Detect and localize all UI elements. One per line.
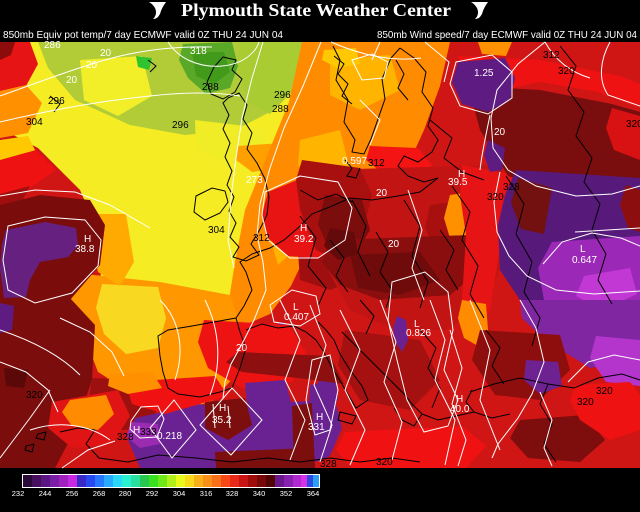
svg-text:320: 320 — [626, 119, 640, 130]
svg-text:35.2: 35.2 — [212, 415, 232, 426]
svg-text:292: 292 — [146, 489, 159, 498]
svg-text:340: 340 — [253, 489, 266, 498]
svg-text:L: L — [293, 302, 299, 313]
svg-text:20: 20 — [86, 60, 98, 71]
svg-text:0.826: 0.826 — [406, 328, 431, 339]
svg-text:331: 331 — [308, 422, 325, 433]
svg-text:20: 20 — [376, 188, 388, 199]
svg-text:0.407: 0.407 — [284, 312, 309, 323]
svg-text:0.597: 0.597 — [342, 156, 367, 167]
svg-text:256: 256 — [66, 489, 79, 498]
svg-text:316: 316 — [200, 489, 213, 498]
svg-text:312: 312 — [368, 158, 385, 169]
svg-text:L: L — [580, 244, 586, 255]
svg-text:38.8: 38.8 — [75, 244, 95, 255]
svg-text:364: 364 — [307, 489, 320, 498]
svg-text:312: 312 — [253, 233, 270, 244]
svg-text:H: H — [300, 223, 307, 234]
svg-text:320: 320 — [26, 390, 43, 401]
svg-text:312: 312 — [543, 50, 560, 61]
svg-text:320: 320 — [487, 192, 504, 203]
svg-text:280: 280 — [119, 489, 132, 498]
svg-text:244: 244 — [39, 489, 52, 498]
svg-text:H: H — [316, 412, 323, 423]
svg-text:318: 318 — [190, 46, 207, 57]
svg-text:L: L — [414, 319, 420, 330]
svg-text:0.218: 0.218 — [157, 431, 182, 442]
svg-text:328: 328 — [226, 489, 239, 498]
svg-text:320: 320 — [596, 386, 613, 397]
svg-text:304: 304 — [208, 225, 225, 236]
svg-text:268: 268 — [93, 489, 106, 498]
svg-text:H: H — [219, 403, 226, 414]
svg-text:333: 333 — [140, 427, 157, 438]
svg-text:20: 20 — [100, 48, 112, 59]
svg-text:288: 288 — [202, 82, 219, 93]
svg-text:40.0: 40.0 — [450, 404, 470, 415]
svg-text:320: 320 — [376, 457, 393, 468]
svg-text:1.25: 1.25 — [474, 68, 494, 79]
svg-text:20: 20 — [494, 127, 506, 138]
svg-text:304: 304 — [173, 489, 186, 498]
svg-text:352: 352 — [280, 489, 293, 498]
svg-text:320: 320 — [577, 397, 594, 408]
svg-text:288: 288 — [272, 104, 289, 115]
svg-text:328: 328 — [117, 432, 134, 443]
svg-text:0.647: 0.647 — [572, 255, 597, 266]
svg-text:273: 273 — [246, 175, 263, 186]
svg-text:Plymouth State Weather Center: Plymouth State Weather Center — [181, 0, 451, 20]
svg-text:20: 20 — [236, 343, 248, 354]
svg-text:328: 328 — [320, 459, 337, 470]
svg-text:320: 320 — [558, 66, 575, 77]
svg-text:H: H — [456, 394, 463, 405]
svg-text:296: 296 — [172, 120, 189, 131]
svg-text:296: 296 — [274, 90, 291, 101]
svg-text:H: H — [133, 425, 140, 436]
svg-text:304: 304 — [26, 117, 43, 128]
svg-text:232: 232 — [12, 489, 25, 498]
svg-text:39.5: 39.5 — [448, 177, 468, 188]
svg-text:850mb Wind speed/7 day ECMWF v: 850mb Wind speed/7 day ECMWF valid 0Z TH… — [377, 29, 637, 41]
svg-text:H: H — [458, 169, 465, 180]
svg-text:39.2: 39.2 — [294, 234, 314, 245]
svg-text:850mb Equiv pot temp/7 day ECM: 850mb Equiv pot temp/7 day ECMWF valid 0… — [3, 29, 283, 41]
svg-text:H: H — [84, 234, 91, 245]
svg-text:296: 296 — [48, 96, 65, 107]
svg-text:20: 20 — [66, 75, 78, 86]
svg-text:286: 286 — [44, 40, 61, 51]
svg-text:20: 20 — [388, 239, 400, 250]
svg-text:328: 328 — [503, 182, 520, 193]
